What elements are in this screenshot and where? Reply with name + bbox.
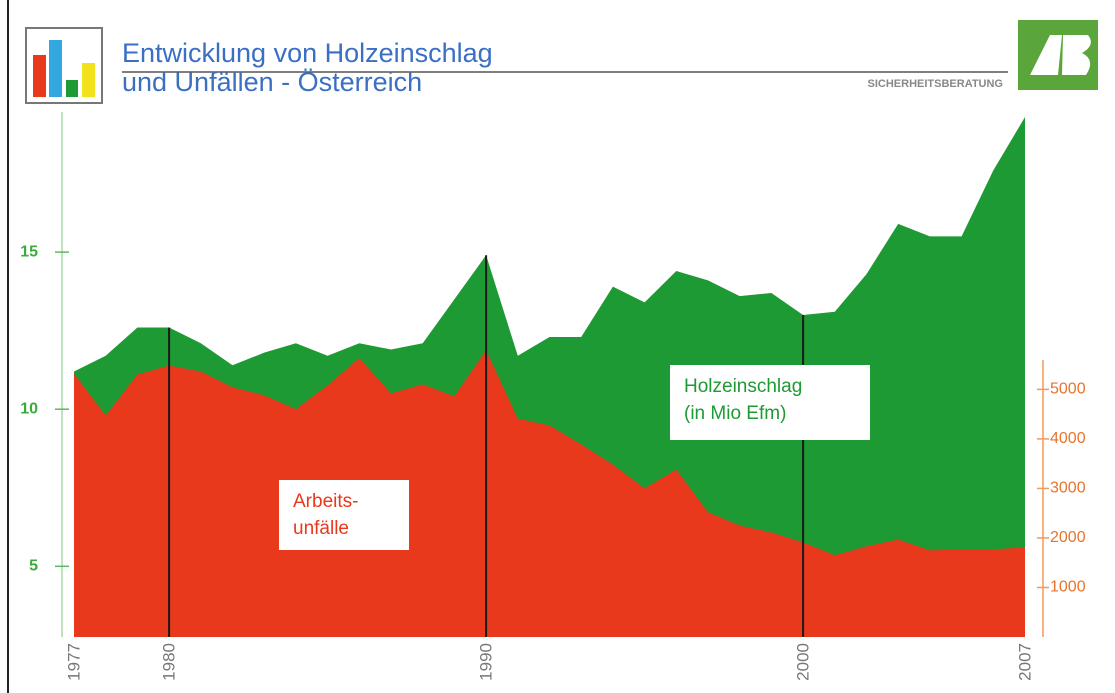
y2-tick-label: 4000	[1050, 430, 1086, 447]
x-tick-label: 1977	[64, 643, 83, 681]
y-tick-label: 10	[20, 400, 38, 417]
chart-title: Entwicklung von Holzeinschlag und Unfälle…	[122, 38, 493, 97]
y2-tick-label: 2000	[1050, 529, 1086, 546]
legend-box	[670, 365, 870, 440]
chart-subtitle: SICHERHEITSBERATUNG	[868, 78, 1003, 90]
logo	[1018, 20, 1098, 90]
legend-label: Arbeits-unfälle	[293, 491, 358, 539]
y2-tick-label: 1000	[1050, 579, 1086, 596]
x-tick-label: 2007	[1015, 643, 1034, 681]
x-tick-label: 1980	[160, 643, 179, 681]
legend-label: Holzeinschlag (in Mio Efm)	[684, 376, 802, 424]
x-tick-label: 2000	[794, 643, 813, 681]
x-tick-label: 1990	[477, 643, 496, 681]
y-tick-label: 15	[20, 243, 38, 260]
y-tick-label: 5	[29, 558, 38, 575]
chart-icon	[25, 27, 103, 104]
area	[74, 350, 1025, 637]
y2-tick-label: 3000	[1050, 480, 1086, 497]
legend-box	[279, 480, 409, 550]
y2-tick-label: 5000	[1050, 381, 1086, 398]
